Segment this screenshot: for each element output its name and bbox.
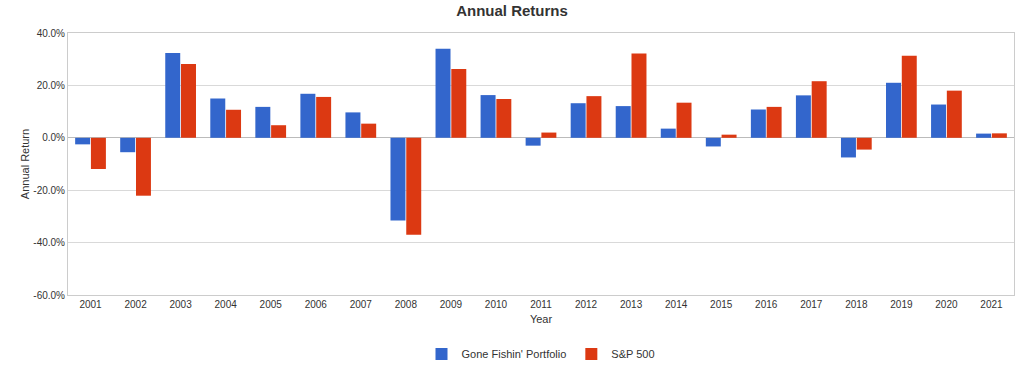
svg-text:2020: 2020 bbox=[935, 299, 958, 310]
svg-text:2009: 2009 bbox=[440, 299, 463, 310]
svg-text:2002: 2002 bbox=[124, 299, 147, 310]
svg-text:40.0%: 40.0% bbox=[37, 28, 65, 39]
svg-text:2013: 2013 bbox=[620, 299, 643, 310]
svg-text:20.0%: 20.0% bbox=[37, 80, 65, 91]
svg-text:2001: 2001 bbox=[79, 299, 102, 310]
svg-text:0.0%: 0.0% bbox=[42, 132, 65, 143]
svg-text:2005: 2005 bbox=[260, 299, 283, 310]
svg-text:2003: 2003 bbox=[169, 299, 192, 310]
svg-text:2012: 2012 bbox=[575, 299, 598, 310]
svg-text:2019: 2019 bbox=[890, 299, 913, 310]
svg-text:2016: 2016 bbox=[755, 299, 778, 310]
svg-text:Annual Return: Annual Return bbox=[19, 129, 31, 199]
svg-text:S&P 500: S&P 500 bbox=[611, 348, 654, 360]
svg-text:Year: Year bbox=[530, 313, 553, 325]
svg-text:2015: 2015 bbox=[710, 299, 733, 310]
svg-text:Annual Returns: Annual Returns bbox=[456, 2, 568, 19]
svg-text:2008: 2008 bbox=[395, 299, 418, 310]
svg-text:2017: 2017 bbox=[800, 299, 823, 310]
svg-text:Gone Fishin' Portfolio: Gone Fishin' Portfolio bbox=[462, 348, 567, 360]
svg-text:2010: 2010 bbox=[485, 299, 508, 310]
svg-text:2014: 2014 bbox=[665, 299, 688, 310]
svg-text:2018: 2018 bbox=[845, 299, 868, 310]
svg-text:2021: 2021 bbox=[980, 299, 1003, 310]
svg-text:2007: 2007 bbox=[350, 299, 373, 310]
svg-text:-60.0%: -60.0% bbox=[33, 290, 65, 301]
svg-text:-20.0%: -20.0% bbox=[33, 185, 65, 196]
svg-text:2004: 2004 bbox=[215, 299, 238, 310]
svg-text:2006: 2006 bbox=[305, 299, 328, 310]
svg-text:2011: 2011 bbox=[530, 299, 552, 310]
svg-text:-40.0%: -40.0% bbox=[33, 237, 65, 248]
